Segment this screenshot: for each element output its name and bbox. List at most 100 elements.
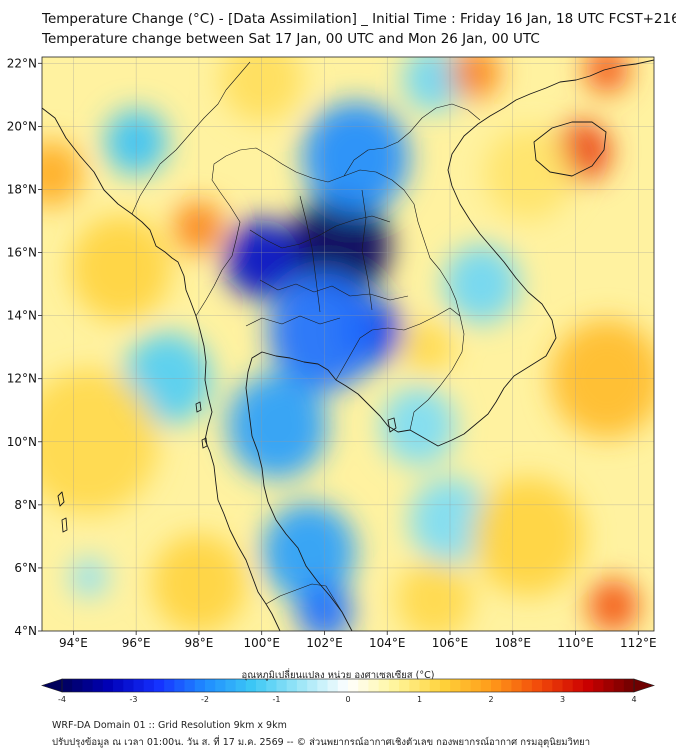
colorbar-swatch [102,679,114,692]
latitude-tick-label: 22°N [7,56,37,70]
mergui-archipelago [195,401,208,449]
colorbar-swatch [82,679,94,692]
colorbar-swatch [235,679,247,692]
colorbar-swatch [143,679,155,692]
temperature-anomaly [584,57,629,93]
temperature-anomaly [396,559,472,631]
colorbar-swatch [327,679,339,692]
colorbar-swatch [491,679,502,692]
colorbar-swatch [613,679,625,692]
colorbar-swatch [133,679,145,692]
temperature-anomaly [70,557,108,598]
colorbar-swatch [123,679,134,692]
colorbar-swatch [419,679,431,692]
longitude-tick-label: 106°E [432,636,469,650]
temperature-anomaly [302,101,410,214]
temperature-anomaly [450,57,501,100]
colorbar-tick-label: 4 [631,695,636,704]
colorbar-swatch [582,679,594,692]
longitude-tick-label: 110°E [557,636,594,650]
colorbar-tick-label: 1 [417,695,422,704]
colorbar: -4 -3 -2 -1 0 1 2 3 4 [41,678,655,704]
colorbar-swatch [623,679,635,692]
plot-area [41,56,655,632]
colorbar-swatch [572,679,584,692]
latitude-tick-label: 14°N [7,309,37,323]
colorbar-swatch [409,679,420,692]
latitude-tick-label: 6°N [14,561,37,575]
plot-frame [41,56,655,632]
colorbar-swatch [92,679,104,692]
colorbar-swatch [153,679,165,692]
colorbar-swatch [72,679,83,692]
colorbar-swatch [194,679,206,692]
latitude-tick-label: 20°N [7,119,37,133]
colorbar-swatch [62,679,73,692]
colorbar-swatch [348,679,359,692]
colorbar-swatch [317,679,328,692]
colorbar-tick-label: 2 [488,695,493,704]
longitude-tick-label: 96°E [122,636,151,650]
map-title-line2: Temperature change between Sat 17 Jan, 0… [42,31,540,47]
colorbar-swatch [215,679,226,692]
map-title-line1: Temperature Change (°C) - [Data Assimila… [42,11,676,27]
colorbar-swatch [256,679,267,692]
colorbar-swatch [358,679,369,692]
longitude-tick-label: 94°E [59,636,88,650]
colorbar-swatch [593,679,604,692]
colorbar-swatch [450,679,461,692]
laos-vietnam-border [343,103,481,177]
colorbar-swatch [399,679,410,692]
colorbar-tick-label: 3 [560,695,565,704]
colorbar-swatch [480,679,492,692]
longitude-tick-label: 98°E [184,636,213,650]
temperature-anomaly [588,579,639,631]
colorbar-swatch [542,679,553,692]
longitude-tick-label: 104°E [369,636,406,650]
cambodia-vietnam-border [409,315,465,431]
temperature-anomaly [471,477,585,596]
colorbar-swatch [276,679,288,692]
colorbar-tick-label: -3 [130,695,138,704]
temperature-anomaly [484,127,573,220]
colorbar-swatch [378,679,390,692]
longitude-tick-label: 108°E [495,636,532,650]
longitude-tick-label: 102°E [306,636,343,650]
colorbar-swatch [307,679,318,692]
temperature-anomaly [227,373,328,479]
colorbar-swatch [164,679,175,692]
colorbar-swatch [174,679,185,692]
latitude-tick-label: 16°N [7,246,37,260]
thailand-cambodia-border [335,307,461,381]
colorbar-swatch [245,679,257,692]
colorbar-label: อุณหภูมิเปลี่ยนแปลง หน่วย องศาเซลเซียส (… [241,670,435,681]
latitude-tick-label: 8°N [14,498,37,512]
colorbar-swatch [184,679,196,692]
myanmar-china-border [131,61,251,215]
thailand-malaysia-border [265,583,343,613]
latitude-tick-label: 4°N [14,624,37,638]
latitude-tick-label: 18°N [7,182,37,196]
temperature-anomaly [42,140,83,207]
temperature-anomaly [261,502,356,602]
peninsula-east-coast [245,59,654,631]
colorbar-swatch [531,679,543,692]
colorbar-swatch [286,679,298,692]
mainland-coastline [42,107,281,631]
phu-quoc-island [387,417,397,433]
colorbar-swatch [501,679,512,692]
colorbar-swatch [225,679,237,692]
temperature-anomaly [380,386,457,466]
colorbar-swatch [460,679,471,692]
colorbar-swatch [205,679,216,692]
colorbar-swatch [552,679,563,692]
colorbar-tick-label: -1 [273,695,281,704]
temperature-anomaly [70,215,171,322]
temperature-anomaly [402,320,454,374]
latitude-tick-label: 12°N [7,372,37,386]
andaman-islands [57,491,68,533]
footer-model-info: WRF-DA Domain 01 :: Grid Resolution 9km … [52,720,287,731]
colorbar-swatch [388,679,400,692]
latitude-tick-label: 10°N [7,435,37,449]
